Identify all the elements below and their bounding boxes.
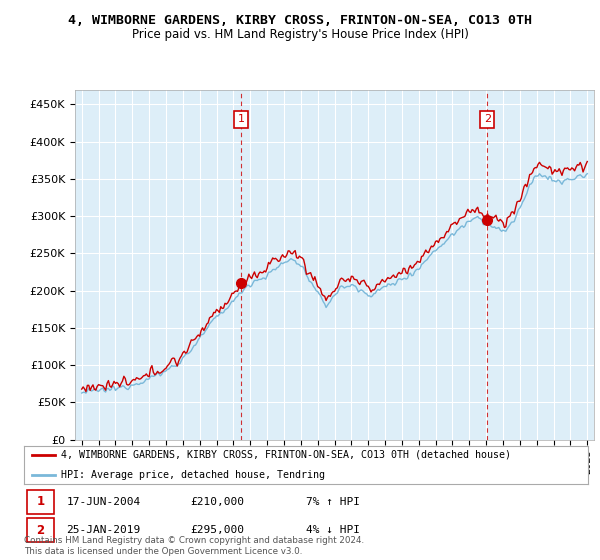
Text: £295,000: £295,000 [190, 525, 244, 535]
Text: 17-JUN-2004: 17-JUN-2004 [66, 497, 140, 507]
Text: 2: 2 [36, 524, 44, 536]
Text: HPI: Average price, detached house, Tendring: HPI: Average price, detached house, Tend… [61, 470, 325, 480]
Text: 1: 1 [36, 495, 44, 508]
Text: 4, WIMBORNE GARDENS, KIRBY CROSS, FRINTON-ON-SEA, CO13 0TH: 4, WIMBORNE GARDENS, KIRBY CROSS, FRINTO… [68, 14, 532, 27]
Text: Contains HM Land Registry data © Crown copyright and database right 2024.
This d: Contains HM Land Registry data © Crown c… [24, 536, 364, 556]
Text: 25-JAN-2019: 25-JAN-2019 [66, 525, 140, 535]
Text: 4% ↓ HPI: 4% ↓ HPI [306, 525, 360, 535]
FancyBboxPatch shape [27, 490, 54, 514]
Text: £210,000: £210,000 [190, 497, 244, 507]
Text: 2: 2 [484, 114, 491, 124]
FancyBboxPatch shape [27, 518, 54, 542]
Text: 1: 1 [238, 114, 245, 124]
Text: 7% ↑ HPI: 7% ↑ HPI [306, 497, 360, 507]
Text: 4, WIMBORNE GARDENS, KIRBY CROSS, FRINTON-ON-SEA, CO13 0TH (detached house): 4, WIMBORNE GARDENS, KIRBY CROSS, FRINTO… [61, 450, 511, 460]
Text: Price paid vs. HM Land Registry's House Price Index (HPI): Price paid vs. HM Land Registry's House … [131, 28, 469, 41]
